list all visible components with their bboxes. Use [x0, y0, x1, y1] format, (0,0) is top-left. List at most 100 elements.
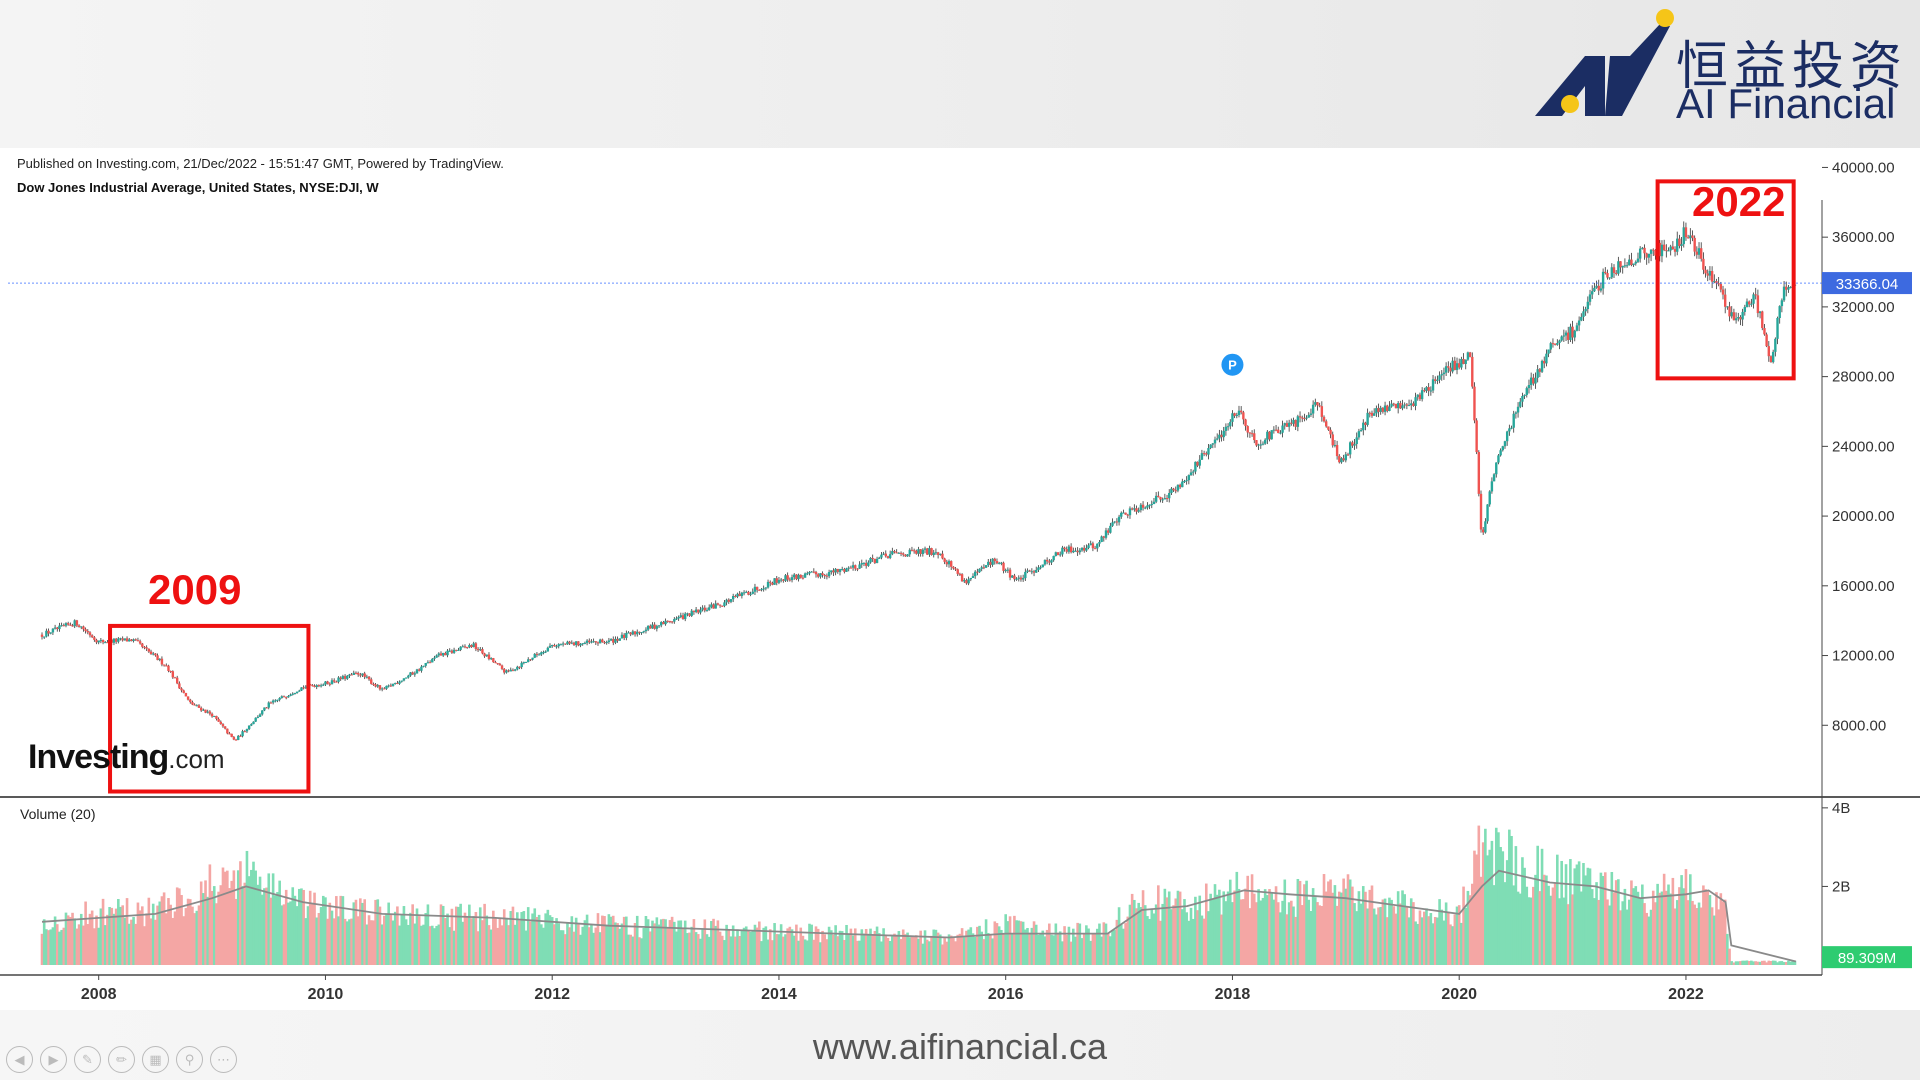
volume-bar: [725, 924, 728, 965]
volume-bar: [925, 939, 929, 965]
volume-bar: [836, 936, 840, 965]
candle-body: [1296, 416, 1300, 427]
next-icon[interactable]: ▶: [40, 1046, 67, 1073]
candle-body: [1407, 405, 1411, 407]
candle-body: [199, 707, 203, 711]
volume-bar: [1662, 873, 1666, 965]
volume-bar: [1608, 905, 1611, 965]
candle-body: [1403, 404, 1406, 406]
event-marker: [1221, 353, 1244, 376]
volume-bar: [1191, 918, 1195, 965]
volume-bar: [694, 932, 698, 965]
candle-body: [1704, 269, 1707, 274]
volume-bar: [1484, 828, 1487, 965]
volume-bar: [893, 933, 896, 965]
candle-body: [302, 687, 305, 689]
volume-bar: [228, 888, 231, 965]
candle-body: [592, 641, 595, 643]
volume-bar: [132, 916, 135, 965]
candle-body: [1503, 441, 1507, 447]
candle-body: [380, 688, 384, 690]
candle-body: [871, 557, 874, 559]
volume-bar: [869, 928, 872, 965]
volume-label: Volume (20): [20, 806, 96, 822]
volume-bar: [1529, 897, 1533, 965]
candle-body: [1370, 412, 1374, 416]
volume-bar: [1739, 961, 1742, 965]
candle-body: [1532, 377, 1535, 384]
candle-body: [1595, 285, 1598, 288]
volume-bar: [295, 906, 299, 965]
volume-bar: [986, 932, 990, 965]
pen-icon[interactable]: ✎: [74, 1046, 101, 1073]
candle-body: [128, 639, 131, 642]
volume-bar: [1477, 825, 1481, 965]
candle-body: [832, 570, 835, 573]
slides-icon[interactable]: ▦: [142, 1046, 169, 1073]
candle-body: [1259, 444, 1262, 446]
volume-bar: [332, 918, 336, 965]
zoom-icon[interactable]: ⚲: [176, 1046, 203, 1073]
prev-icon[interactable]: ◀: [6, 1046, 33, 1073]
volume-bar: [871, 935, 875, 965]
volume-bar: [1492, 885, 1496, 965]
volume-bar: [1399, 903, 1402, 965]
candle-body: [1695, 251, 1699, 255]
volume-bar: [771, 940, 774, 965]
candle-body: [1148, 504, 1151, 506]
volume-bar: [1595, 882, 1598, 965]
candle-body: [1335, 444, 1339, 457]
volume-bar: [688, 932, 691, 965]
price-tick-label: 36000.00: [1832, 229, 1895, 246]
candle-body: [1126, 514, 1129, 516]
footer-url[interactable]: www.aifinancial.ca: [812, 1026, 1108, 1067]
candle-body: [662, 622, 665, 625]
candle-body: [816, 574, 820, 577]
volume-bar: [1331, 892, 1335, 965]
chart-axes: 40000.0036000.0032000.0028000.0024000.00…: [0, 159, 1920, 1003]
candle-body: [840, 569, 844, 571]
candle-body: [1658, 242, 1661, 257]
candle-body: [1196, 461, 1199, 466]
volume-bar: [1128, 904, 1132, 965]
candle-body: [315, 685, 318, 688]
volume-bar: [1656, 883, 1659, 965]
volume-bar: [1117, 907, 1121, 965]
volume-bar: [651, 920, 654, 965]
candle-body: [1394, 403, 1398, 409]
volume-bar: [1497, 832, 1500, 965]
volume-bar: [764, 926, 768, 965]
volume-bar: [454, 906, 458, 965]
volume-bar: [234, 898, 238, 965]
volume-bar: [1130, 893, 1134, 965]
candle-body: [149, 651, 153, 655]
volume-bar: [1174, 898, 1178, 965]
volume-bar: [492, 910, 495, 965]
candle-body: [106, 642, 109, 644]
volume-bar: [197, 905, 201, 965]
candle-body: [1569, 326, 1572, 340]
volume-bar: [1202, 918, 1206, 965]
more-icon[interactable]: ⋯: [210, 1046, 237, 1073]
price-chart[interactable]: 40000.0036000.0032000.0028000.0024000.00…: [0, 0, 1920, 1010]
candle-body: [1344, 454, 1348, 461]
ai-logo-mark-icon: [1535, 9, 1674, 116]
candle-body: [1244, 419, 1247, 427]
volume-bar: [123, 917, 127, 965]
last-volume-tag: [1822, 946, 1912, 969]
candle-body: [995, 561, 999, 564]
volume-bar: [1401, 890, 1404, 965]
candle-body: [184, 692, 188, 697]
candle-body: [352, 672, 355, 675]
volume-bar: [1050, 934, 1053, 965]
candle-body: [766, 581, 770, 588]
candle-body: [692, 610, 696, 613]
volume-bar: [1375, 914, 1378, 965]
highlighter-icon[interactable]: ✏: [108, 1046, 135, 1073]
candle-body: [1065, 549, 1068, 552]
candle-body: [1128, 508, 1132, 516]
volume-bar: [568, 927, 571, 965]
candle-body: [51, 628, 55, 633]
volume-bar: [385, 914, 388, 965]
candle-body: [335, 681, 338, 683]
